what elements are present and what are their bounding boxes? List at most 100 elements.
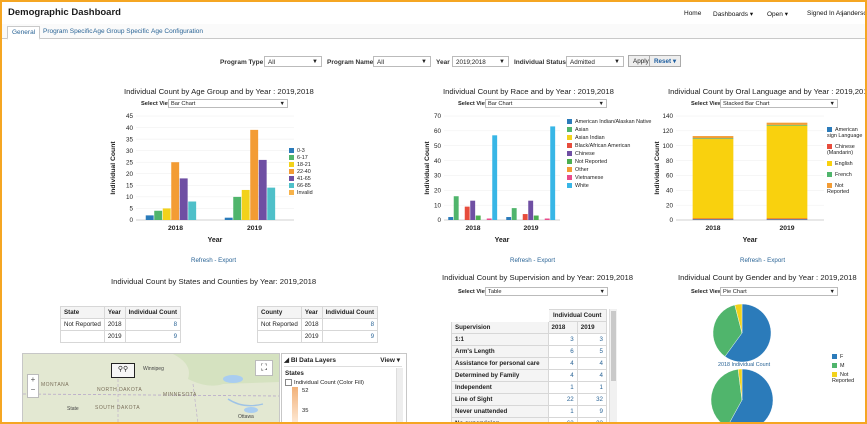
chevron-down-icon: ▼ [614,59,620,65]
bi-layer-item[interactable]: Individual Count (Color Fill) [285,379,364,386]
tab-age-group-specific[interactable]: Age Group Specific [93,28,150,35]
sup-view-select[interactable]: Table ▼ [485,287,608,296]
bar [533,215,539,220]
column-header: Individual Count [124,306,182,319]
legend-swatch [832,372,837,378]
legend-item: Chinese [567,151,662,157]
year-select[interactable]: 2019;2018 ▼ [452,56,509,67]
legend-label: Invalid [297,190,313,196]
top-bar: Demographic Dashboard Home Dashboards ▾ … [2,2,865,25]
race-export-link[interactable]: Export [537,257,556,264]
zoom-control[interactable]: + − [27,374,39,398]
count-cell[interactable]: 6 [547,345,578,358]
tab-general[interactable]: General [7,26,41,40]
map-view[interactable]: + − ⚲⚲ ⛶ MONTANA NORTH DAKOTA SOUTH DAKOT… [22,353,280,422]
lang-export-link[interactable]: Export [767,257,786,264]
legend-item: American Indian/Alaskan Native [567,119,662,125]
supervision-title: Individual Count by Supervision and by Y… [442,273,634,282]
nav-home[interactable]: Home [684,10,702,17]
count-cell[interactable]: 4 [547,369,578,382]
race-view-select[interactable]: Bar Chart ▼ [485,99,607,108]
y-tick-label: 40 [126,125,134,132]
legend-item: Not Reported [827,183,865,195]
bar [506,217,512,220]
bi-layers-view-menu[interactable]: View ▾ [380,357,400,364]
lang-view-select[interactable]: Stacked Bar Chart ▼ [720,99,838,108]
fullscreen-icon[interactable]: ⛶ [255,360,273,376]
legend-label: F [840,354,844,360]
zoom-select-icon[interactable]: ⚲⚲ [111,363,135,378]
count-cell[interactable]: 8 [124,318,182,331]
bar [528,200,534,220]
legend-item: Asian Indian [567,135,662,141]
count-cell[interactable]: 3 [576,333,608,346]
legend-swatch [289,190,294,196]
count-cell[interactable]: 5 [576,345,608,358]
user-menu[interactable]: janderso [842,10,867,17]
count-cell[interactable]: 22 [547,393,578,406]
age-refresh-link[interactable]: Refresh [191,257,213,264]
signed-in-label: Signed In As [807,10,844,17]
table-header-row: Supervision 2018 2019 [451,321,608,334]
lang-refresh-link[interactable]: Refresh [740,257,762,264]
count-cell[interactable]: 9 [576,405,608,418]
age-view-select[interactable]: Bar Chart ▼ [168,99,288,108]
y-tick-label: 50 [434,143,442,150]
bar [233,196,242,220]
count-cell[interactable]: 1 [547,381,578,394]
language-chart-title: Individual Count by Oral Language and by… [668,87,867,96]
y-tick-label: 30 [126,148,134,155]
table-row: Not Reported 2018 8 [257,318,379,331]
program-type-select[interactable]: All ▼ [264,56,322,67]
link-separator: - [761,257,768,264]
legend-swatch [832,363,837,369]
bar [692,218,734,220]
count-cell[interactable]: 4 [576,357,608,370]
tab-age-configuration[interactable]: Age Configuration [151,28,204,35]
count-cell[interactable]: 9 [321,330,379,343]
legend-item: Vietnamese [567,175,662,181]
count-cell[interactable]: 1 [547,405,578,418]
supervision-scrollbar[interactable] [609,309,617,422]
map-label-montana: MONTANA [41,382,70,388]
column-header: State [60,306,105,319]
count-cell[interactable]: 4 [547,357,578,370]
scrollbar-thumb[interactable] [611,311,616,381]
gender-view-select[interactable]: Pie Chart ▼ [720,287,838,296]
count-cell[interactable]: 1 [576,381,608,394]
nav-dashboards[interactable]: Dashboards ▾ [713,11,754,18]
legend-label: 66-85 [297,183,311,189]
status-select[interactable]: Admitted ▼ [566,56,624,67]
program-name-select[interactable]: All ▼ [373,56,431,67]
layer-checkbox[interactable] [285,379,292,386]
age-select-view-label: Select View [141,101,173,107]
bar [453,196,459,220]
x-tick-label: 2019 [523,225,538,232]
legend-label: Not Reported [832,372,855,384]
y-tick-label: 60 [666,173,674,180]
count-cell[interactable]: 32 [576,417,608,422]
layers-scrollbar[interactable] [396,368,403,422]
race-chart: 0 10 20 30 40 50 60 70 2018 2019 Year Individual Co… [424,113,560,244]
x-axis-label: Year [743,237,758,244]
race-refresh-link[interactable]: Refresh [510,257,532,264]
tab-program-specific[interactable]: Program Specific [43,28,93,35]
count-cell[interactable]: 9 [124,330,182,343]
collapse-icon[interactable]: ◢ [284,357,291,364]
count-cell[interactable]: 3 [547,333,578,346]
nav-open[interactable]: Open ▾ [767,11,788,18]
bar [171,162,180,220]
legend-swatch [567,167,572,173]
age-export-link[interactable]: Export [218,257,237,264]
bar [692,139,734,219]
year-label: Year [436,59,450,66]
legend-label: 41-65 [297,176,311,182]
link-separator: - [212,257,219,264]
reset-button[interactable]: Reset ▾ [649,55,682,67]
count-cell[interactable]: 4 [576,369,608,382]
count-cell[interactable]: 32 [576,393,608,406]
count-cell[interactable]: 8 [321,318,379,331]
count-cell[interactable]: 63 [547,417,578,422]
bar [692,138,734,140]
age-chart: 0 5 10 15 20 25 30 35 40 45 2018 2019 Year Individual… [110,113,294,244]
